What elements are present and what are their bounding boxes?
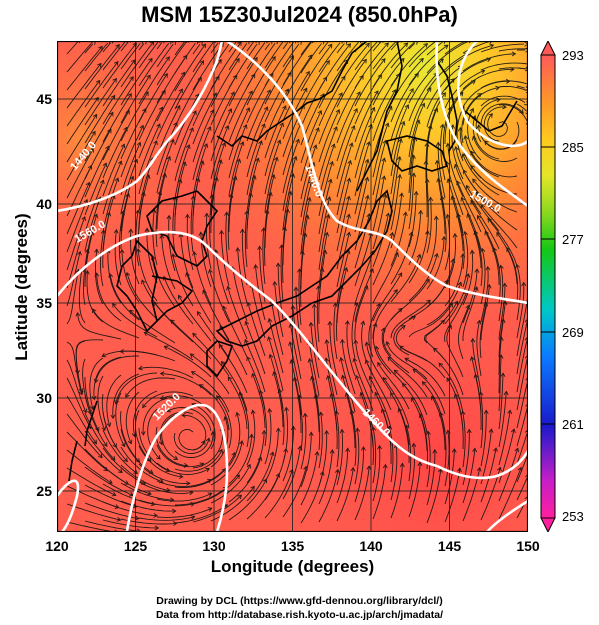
x-tick-label: 120 [45,538,69,554]
y-tick-label: 40 [36,196,52,212]
map-plot: 1440.0 1440.0 1500.0 1560.0 1520.0 1460.… [57,41,528,532]
y-axis-label: Latitude (degrees) [12,213,31,361]
x-tick-label: 150 [516,538,540,554]
temperature-colorbar [540,41,556,532]
colorbar-tick-label: 253 [562,509,584,524]
x-tick-label: 130 [202,538,226,554]
y-tick-label: 30 [36,390,52,406]
height-contours [57,41,528,532]
colorbar-tick-label: 285 [562,140,584,155]
x-tick-label: 135 [280,538,305,554]
y-tick-label: 25 [36,483,52,499]
colorbar-tick-label: 293 [562,48,584,63]
x-tick-label: 140 [359,538,383,554]
map-title: MSM 15Z30Jul2024 (850.0hPa) [141,2,458,27]
x-tick-label: 125 [123,538,148,554]
colorbar-tick-label: 277 [562,232,584,247]
y-tick-label: 35 [36,295,52,311]
colorbar-tick-label: 261 [562,417,584,432]
colorbar-tick-label: 269 [562,325,584,340]
y-tick-label: 45 [36,91,52,107]
x-axis-label: Longitude (degrees) [210,557,375,576]
x-tick-label: 145 [437,538,462,554]
credit-drawing: Drawing by DCL (https://www.gfd-dennou.o… [156,595,443,607]
credit-data-source: Data from http://database.rish.kyoto-u.a… [155,609,444,621]
plot-frame [57,41,528,532]
map-panel: 1440.0 1440.0 1500.0 1560.0 1520.0 1460.… [57,41,528,532]
coastlines [68,41,518,482]
